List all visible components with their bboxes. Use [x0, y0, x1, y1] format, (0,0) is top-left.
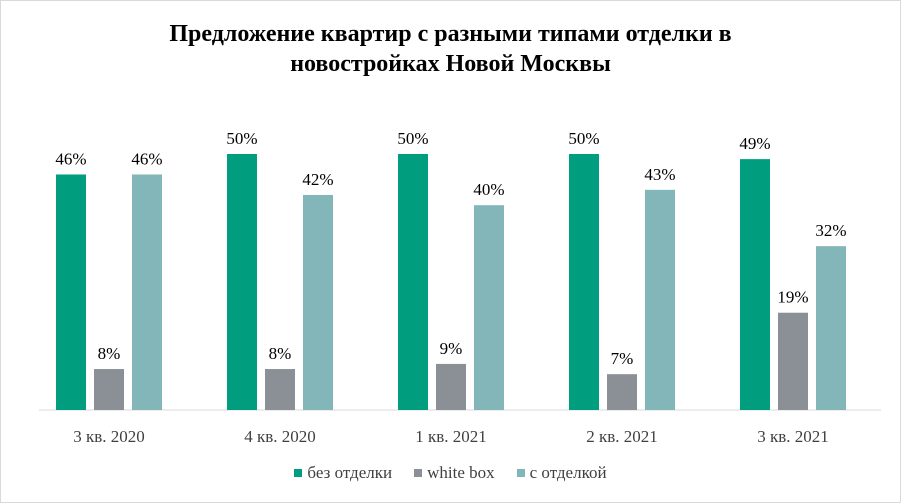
legend-label-1: без отделки — [307, 463, 393, 482]
legend-label-2: white box — [427, 463, 495, 482]
data-label-2-5: 19% — [777, 288, 808, 307]
data-label-1-1: 46% — [55, 149, 86, 168]
data-label-1-5: 49% — [739, 134, 770, 153]
data-label-2-3: 9% — [440, 339, 463, 358]
bar-2-3 — [436, 363, 466, 410]
bar-1-1 — [56, 174, 86, 410]
bar-2-1 — [94, 369, 124, 410]
x-tick-label-1: 3 кв. 2020 — [73, 427, 145, 446]
bar-2-2 — [265, 369, 295, 410]
data-label-1-2: 50% — [226, 129, 257, 148]
bar-3-5 — [816, 246, 846, 410]
bar-1-3 — [398, 154, 428, 410]
bar-3-3 — [474, 205, 504, 410]
x-tick-label-4: 2 кв. 2021 — [586, 427, 658, 446]
x-tick-label-5: 3 кв. 2021 — [757, 427, 829, 446]
legend-item-1: без отделки — [294, 463, 392, 483]
data-label-2-4: 7% — [611, 349, 634, 368]
x-tick-label-3: 1 кв. 2021 — [415, 427, 487, 446]
bar-1-2 — [227, 154, 257, 410]
bar-2-5 — [778, 312, 808, 410]
category-ticks-layer: 3 кв. 2020 4 кв. 2020 1 кв. 2021 2 кв. 2021… — [73, 427, 829, 446]
data-label-1-4: 50% — [568, 129, 599, 148]
data-label-1-3: 50% — [397, 129, 428, 148]
bar-2-4 — [607, 374, 637, 410]
legend: без отделки white box с отделкой — [1, 463, 900, 483]
legend-swatch-3 — [516, 469, 525, 477]
chart-title-line-2: новостройках Новой Москвы — [290, 51, 611, 77]
data-label-2-2: 8% — [269, 344, 292, 363]
data-labels-layer: 46% 8% 46% 50% 8% 42% 50% 9% 40% 50% 7% 43% 49% 19% 32… — [55, 129, 846, 368]
bar-3-4 — [645, 189, 675, 410]
legend-swatch-2 — [414, 469, 423, 477]
x-tick-label-2: 4 кв. 2020 — [244, 427, 316, 446]
bar-3-1 — [132, 174, 162, 410]
data-label-2-1: 8% — [98, 344, 121, 363]
data-label-3-2: 42% — [302, 170, 333, 189]
data-label-3-5: 32% — [815, 221, 846, 240]
data-label-3-4: 43% — [644, 165, 675, 184]
bar-3-2 — [303, 194, 333, 410]
bar-1-5 — [740, 159, 770, 410]
bar-1-4 — [569, 154, 599, 410]
legend-item-2: white box — [414, 463, 495, 483]
data-label-3-3: 40% — [473, 180, 504, 199]
legend-label-3: с отделкой — [529, 463, 607, 482]
chart-title-line-1: Предложение квартир с разными типами отд… — [169, 21, 732, 47]
bars-layer — [56, 154, 846, 410]
legend-swatch-1 — [294, 469, 303, 477]
legend-item-3: с отделкой — [516, 463, 607, 483]
chart-title: Предложение квартир с разными типами отд… — [1, 19, 900, 79]
data-label-3-1: 46% — [131, 149, 162, 168]
